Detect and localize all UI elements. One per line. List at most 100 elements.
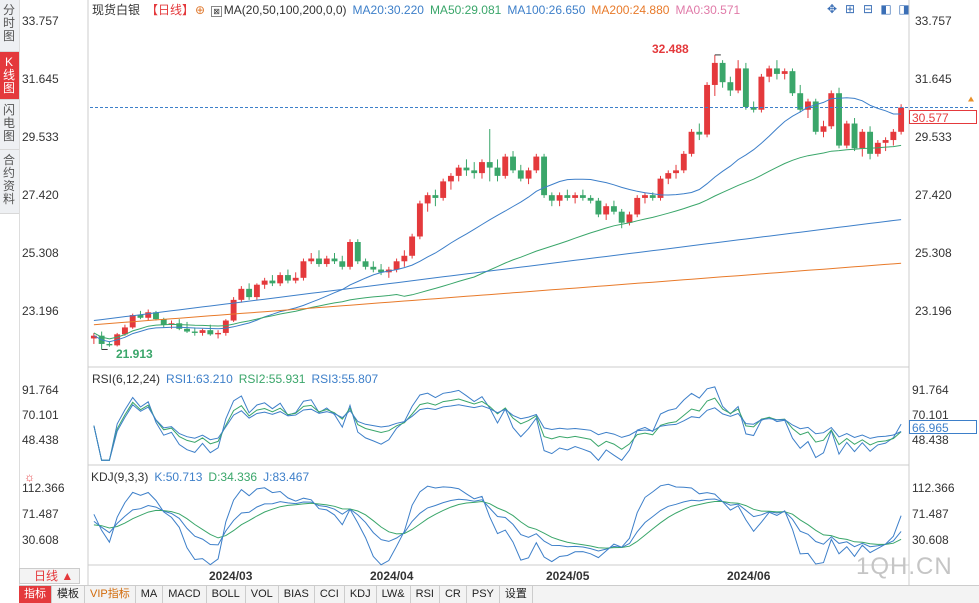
candle-body xyxy=(215,332,222,335)
price-tick-4: 25.308 xyxy=(915,246,952,260)
price-tick-left-3: 27.420 xyxy=(22,188,59,202)
tab-vol[interactable]: VOL xyxy=(246,586,279,603)
instrument-name: 现货白银 xyxy=(92,3,141,17)
scroll-right-icon[interactable]: ◨ xyxy=(898,2,910,16)
scroll-left-icon[interactable]: ◧ xyxy=(880,2,892,16)
tab-vip-indicator[interactable]: VIP指标 xyxy=(85,586,136,603)
candle-body xyxy=(533,156,540,171)
candle-body xyxy=(843,123,850,146)
candle-body xyxy=(378,269,385,273)
tab-bias[interactable]: BIAS xyxy=(279,586,315,603)
tab-kdj[interactable]: KDJ xyxy=(345,586,377,603)
candle-body xyxy=(742,68,749,107)
move-icon[interactable]: ✥ xyxy=(826,2,838,16)
candle-body xyxy=(797,93,804,110)
candle-body xyxy=(626,214,633,223)
candle-body xyxy=(758,76,765,110)
tab-lightning[interactable]: 闪电图 xyxy=(0,100,19,150)
indicator-settings-icon[interactable]: ☼ xyxy=(24,470,35,484)
candle-body xyxy=(805,101,811,110)
candle-body xyxy=(471,170,478,174)
candle-body xyxy=(665,173,672,179)
candle-body xyxy=(867,131,874,154)
candle-body xyxy=(424,195,431,204)
tab-lw[interactable]: LW& xyxy=(377,586,411,603)
candle-body xyxy=(253,284,260,298)
candle-body xyxy=(393,261,400,270)
candle-body xyxy=(587,197,594,201)
caret-up-icon: ▲ xyxy=(61,569,74,583)
candle-body xyxy=(463,167,470,171)
zoom-in-icon[interactable]: ⊞ xyxy=(844,2,856,16)
candle-body xyxy=(308,258,315,262)
price-tick-0: 33.757 xyxy=(915,14,952,28)
tab-ma[interactable]: MA xyxy=(136,586,164,603)
zoom-out-icon[interactable]: ⊟ xyxy=(862,2,874,16)
ma200-line xyxy=(93,262,902,326)
rsi3-value: RSI3:55.807 xyxy=(311,372,379,386)
rsi2-value: RSI2:55.931 xyxy=(238,372,306,386)
date-label-1: 2024/04 xyxy=(370,569,414,583)
candle-body xyxy=(300,261,307,278)
candle-body xyxy=(401,255,408,262)
kdj-tick-1: 71.487 xyxy=(912,507,949,521)
candle-body xyxy=(331,258,338,262)
ma20-line xyxy=(93,97,902,343)
price-arrow-icon xyxy=(968,96,974,102)
candle-body xyxy=(432,195,439,198)
tab-macd[interactable]: MACD xyxy=(163,586,207,603)
candle-body xyxy=(828,93,835,127)
candle-body xyxy=(246,288,253,298)
rsi2-line xyxy=(93,397,902,461)
tab-template[interactable]: 模板 xyxy=(52,586,85,603)
candle-body xyxy=(851,123,858,149)
candle-body xyxy=(572,195,579,198)
price-tick-left-4: 25.308 xyxy=(22,246,59,260)
date-label-3: 2024/06 xyxy=(727,569,771,583)
ma-toggle-icon[interactable]: ⊠ xyxy=(211,6,222,17)
tab-time-share[interactable]: 分时图 xyxy=(0,0,19,52)
tab-kline[interactable]: K线图 xyxy=(0,52,19,100)
price-tick-2: 29.533 xyxy=(915,130,952,144)
tab-settings[interactable]: 设置 xyxy=(500,586,533,603)
candle-body xyxy=(284,275,291,281)
watermark: 1QH.CN xyxy=(856,553,953,580)
tab-indicator[interactable]: 指标 xyxy=(19,586,52,603)
tab-cr[interactable]: CR xyxy=(440,586,467,603)
candle-body xyxy=(292,277,299,281)
candle-body xyxy=(812,101,819,132)
candle-body xyxy=(898,107,905,132)
candle-body xyxy=(199,330,206,333)
candle-body xyxy=(153,312,159,320)
rsi-current-badge: 66.965 xyxy=(909,420,977,435)
tab-cci[interactable]: CCI xyxy=(315,586,345,603)
kdj-tick-0: 112.366 xyxy=(912,481,955,495)
candle-body xyxy=(323,258,330,265)
rsi1-value: RSI1:63.210 xyxy=(166,372,233,386)
kdj-d-line xyxy=(93,500,902,549)
candle-body xyxy=(261,280,268,285)
candle-body xyxy=(836,93,842,146)
high-price-label: 32.488 xyxy=(652,42,689,56)
period-selector[interactable]: 日线 ▲ xyxy=(19,568,80,584)
candle-body xyxy=(238,288,245,300)
tab-rsi[interactable]: RSI xyxy=(411,586,440,603)
candle-body xyxy=(618,211,625,223)
tab-psy[interactable]: PSY xyxy=(467,586,500,603)
kdj-k-value: K:50.713 xyxy=(154,470,203,484)
settings-icon[interactable]: ⊕ xyxy=(195,3,206,17)
candle-body xyxy=(719,62,726,83)
low-price-label: 21.913 xyxy=(116,347,153,361)
rsi-tick-left-1: 70.101 xyxy=(22,408,59,422)
chart-header: 现货白银 【日线】⊕ ⊠ MA(20,50,100,200,0,0) MA20:30.2… xyxy=(92,2,746,18)
tab-boll[interactable]: BOLL xyxy=(207,586,246,603)
tab-contract-info[interactable]: 合约资料 xyxy=(0,150,19,214)
candle-body xyxy=(316,258,322,265)
candle-body xyxy=(184,328,190,332)
candle-body xyxy=(362,261,369,267)
kdj-j-line xyxy=(93,483,902,566)
candle-body xyxy=(610,206,617,212)
candle-body xyxy=(409,236,416,256)
side-tabs: 分时图 K线图 闪电图 合约资料 xyxy=(0,0,19,214)
